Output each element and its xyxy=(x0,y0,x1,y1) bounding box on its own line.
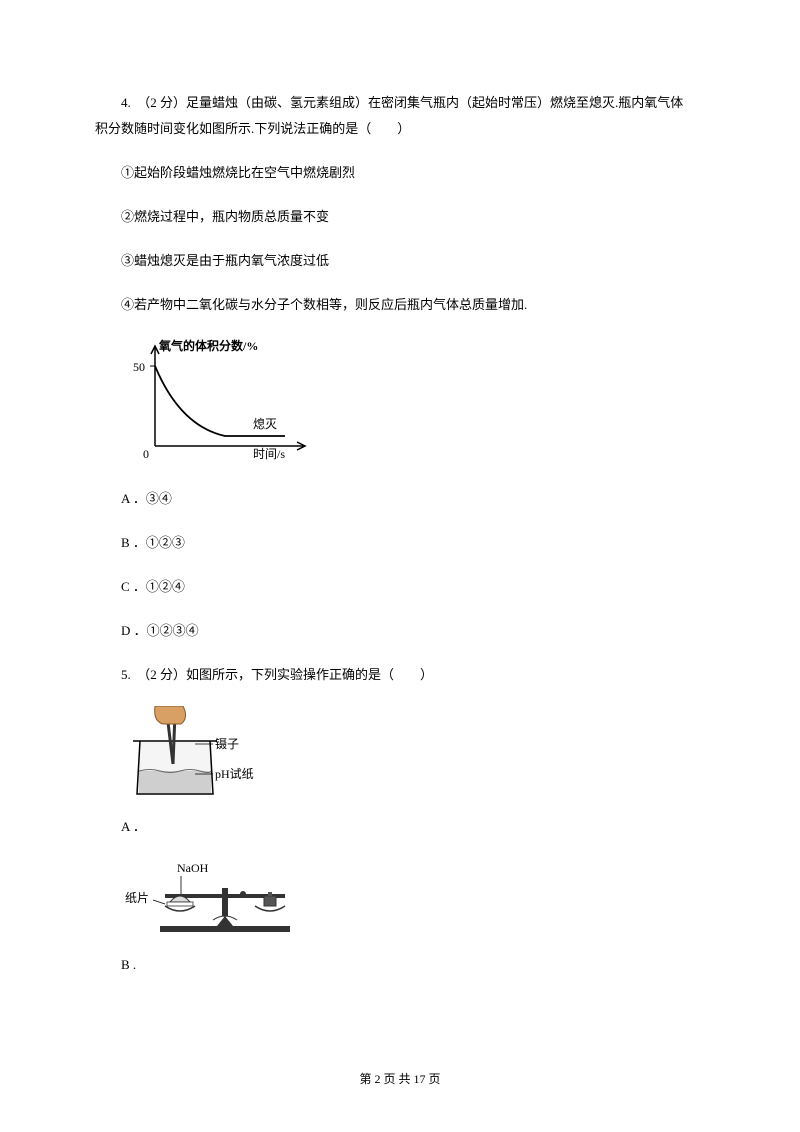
q4-item3: ③蜡烛熄灭是由于瓶内氧气浓度过低 xyxy=(95,248,705,274)
q4-stem-line2: 积分数随时间变化如图所示.下列说法正确的是（ ） xyxy=(95,116,705,142)
q4-option-c: C ．①②④ xyxy=(95,574,705,600)
q4-option-d: D ．①②③④ xyxy=(95,618,705,644)
page-content: 4. （2 分）足量蜡烛（由碳、氢元素组成）在密闭集气瓶内（起始时常压）燃烧至熄… xyxy=(95,90,705,978)
balance-svg: NaOH 纸片 xyxy=(125,854,315,944)
chart-ytick: 50 xyxy=(133,360,145,374)
q5-figure-b: NaOH 纸片 xyxy=(125,854,705,944)
figA-label-ph: pH试纸 xyxy=(215,766,254,781)
beaker-ph-svg: 镊子 pH试纸 xyxy=(125,706,275,806)
chart-annot: 熄灭 xyxy=(253,417,277,431)
figA-label-tz: 镊子 xyxy=(215,737,239,751)
q4-option-b: B ．①②③ xyxy=(95,530,705,556)
q4-stem-line1: 4. （2 分）足量蜡烛（由碳、氢元素组成）在密闭集气瓶内（起始时常压）燃烧至熄… xyxy=(95,90,705,116)
q4-chart: 氧气的体积分数/% 50 0 时间/s 熄灭 xyxy=(125,336,705,466)
chart-origin: 0 xyxy=(143,447,149,461)
q4-option-a: A ．③④ xyxy=(95,486,705,512)
chart-ylabel: 氧气的体积分数/% xyxy=(158,338,258,353)
q5-stem: 5. （2 分）如图所示，下列实验操作正确的是（ ） xyxy=(95,662,705,688)
q5-figure-a: 镊子 pH试纸 xyxy=(125,706,705,806)
figB-label-paper: 纸片 xyxy=(125,891,149,905)
figB-label-naoh: NaOH xyxy=(177,861,209,875)
q5-option-a: A ． xyxy=(121,814,705,840)
q4-item4: ④若产物中二氧化碳与水分子个数相等，则反应后瓶内气体总质量增加. xyxy=(95,292,705,318)
chart-xlabel: 时间/s xyxy=(253,447,285,461)
oxygen-chart-svg: 氧气的体积分数/% 50 0 时间/s 熄灭 xyxy=(125,336,325,466)
q5-option-b: B . xyxy=(121,952,705,978)
q4-item2: ②燃烧过程中，瓶内物质总质量不变 xyxy=(95,204,705,230)
q4-item1: ①起始阶段蜡烛燃烧比在空气中燃烧剧烈 xyxy=(95,160,705,186)
page-footer: 第 2 页 共 17 页 xyxy=(0,1070,800,1087)
